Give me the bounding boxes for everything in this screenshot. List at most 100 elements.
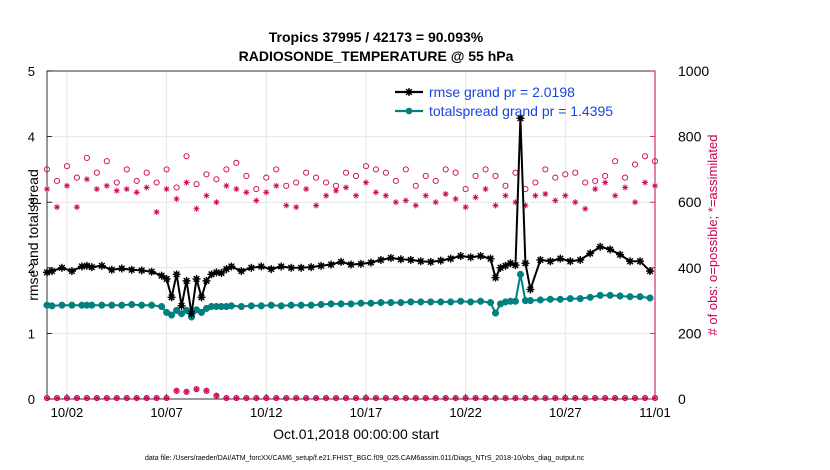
legend-rmse-marker — [405, 88, 413, 96]
rmse-point-star — [173, 271, 180, 278]
rmse-point-star — [427, 258, 435, 266]
obs-assimilated-marker — [652, 183, 658, 189]
obs-assimilated-marker — [503, 193, 508, 199]
rmse-point-star — [108, 266, 116, 274]
rmse-point-star — [447, 255, 454, 262]
obs-assimilated-marker — [463, 204, 469, 210]
rmse-point-star — [163, 275, 170, 283]
rmse-point-star — [616, 251, 624, 259]
obs-possible-marker — [313, 174, 320, 181]
obs-possible-marker — [43, 166, 51, 173]
totalspread-point — [197, 308, 206, 316]
rmse-point-star — [636, 257, 644, 265]
totalspread-point — [636, 293, 644, 301]
chart-title: Tropics 37995 / 42173 = 90.093% — [269, 29, 484, 45]
obs-assimilated-low-marker — [184, 389, 189, 395]
legend: rmse grand pr = 2.0198 totalspread grand… — [395, 84, 613, 119]
obs-possible-marker — [602, 172, 609, 180]
obs-assimilated-marker — [64, 183, 70, 189]
rmse-point-star — [83, 262, 91, 270]
obs-assimilated-marker — [622, 185, 628, 190]
totalspread-point — [516, 270, 524, 278]
obs-assimilated-low-marker — [44, 395, 50, 401]
obs-assimilated-low-marker — [204, 388, 209, 394]
rmse-point-star — [78, 263, 86, 270]
obs-assimilated-low-marker — [114, 395, 120, 401]
rmse-point-star — [576, 256, 584, 264]
totalspread-point — [118, 301, 126, 309]
totalspread-point — [337, 300, 345, 308]
rmse-point-star — [48, 267, 56, 275]
obs-assimilated-marker — [413, 203, 419, 208]
obs-possible-marker — [352, 172, 360, 180]
obs-assimilated-low-marker — [283, 395, 289, 401]
obs-possible-marker — [303, 169, 310, 176]
obs-possible-marker — [243, 172, 250, 180]
obs-possible-marker — [512, 169, 519, 176]
obs-assimilated-marker — [184, 180, 189, 185]
obs-assimilated-marker — [164, 186, 170, 192]
obs-assimilated-low-marker — [164, 395, 170, 401]
rmse-layer — [43, 114, 655, 318]
obs-assimilated-marker — [393, 199, 399, 205]
obs-possible-marker — [273, 166, 280, 173]
obs-assimilated-low-marker — [94, 395, 100, 401]
totalspread-point — [88, 301, 96, 309]
obs-possible-marker — [412, 182, 419, 189]
rmse-point-star — [367, 259, 375, 266]
rmse-point-star — [98, 262, 106, 270]
totalspread-point — [491, 309, 500, 317]
obs-assimilated-low-marker — [652, 395, 658, 401]
rmse-point-star — [357, 260, 365, 268]
y-right-tick-label: 0 — [678, 391, 686, 407]
rmse-point-star — [238, 267, 245, 275]
obs-possible-marker — [372, 166, 379, 173]
obs-assimilated-marker — [383, 193, 389, 199]
obs-assimilated-low-marker — [592, 395, 598, 401]
legend-spread-dot — [405, 107, 413, 115]
y-axis-right-label: # of obs: o=possible; *=assimilated — [705, 135, 720, 336]
obs-assimilated-low-marker — [253, 395, 259, 401]
y-right-tick-label: 400 — [678, 260, 702, 276]
obs-assimilated-marker — [273, 183, 279, 189]
rmse-point-star — [337, 258, 345, 266]
obs-assimilated-low-marker — [243, 395, 249, 401]
obs-possible-marker — [622, 174, 629, 181]
obs-assimilated-low-marker — [223, 395, 229, 401]
obs-possible-marker — [133, 177, 140, 184]
obs-assimilated-low-marker — [273, 395, 279, 401]
obs-possible-marker — [432, 177, 439, 184]
obs-possible-marker — [213, 176, 220, 183]
totalspread-point — [173, 306, 181, 314]
obs-possible-marker — [641, 153, 649, 160]
obs-assimilated-low-marker — [542, 395, 548, 401]
rmse-point-star — [257, 263, 265, 270]
obs-assimilated-marker — [592, 186, 598, 192]
totalspread-point — [227, 302, 235, 310]
rmse-point-star — [507, 259, 514, 267]
rmse-point-star — [527, 286, 534, 293]
rmse-point-star — [596, 243, 604, 251]
obs-assimilated-low-marker — [423, 395, 429, 401]
obs-assimilated-marker — [94, 186, 100, 192]
rmse-point-star — [327, 261, 335, 268]
rmse-point-star — [347, 261, 355, 268]
rmse-point-star — [387, 254, 395, 262]
obs-assimilated-low-marker — [413, 395, 419, 401]
rmse-point-star — [68, 267, 76, 275]
obs-possible-marker — [472, 172, 479, 180]
totalspread-point — [237, 302, 245, 311]
obs-possible-marker — [193, 181, 200, 188]
obs-assimilated-low-marker — [154, 395, 160, 401]
obs-assimilated-marker — [612, 193, 618, 199]
totalspread-line — [46, 273, 651, 318]
obs-possible-marker — [332, 182, 340, 189]
obs-assimilated-marker — [223, 183, 229, 189]
plot-frame — [46, 70, 656, 400]
y-right-tick-label: 1000 — [678, 63, 709, 79]
totalspread-point — [596, 291, 604, 299]
rmse-point-star — [88, 263, 96, 271]
rmse-point-star — [118, 265, 126, 272]
obs-possible-marker — [73, 174, 80, 181]
x-tick-label: 11/01 — [639, 405, 671, 420]
